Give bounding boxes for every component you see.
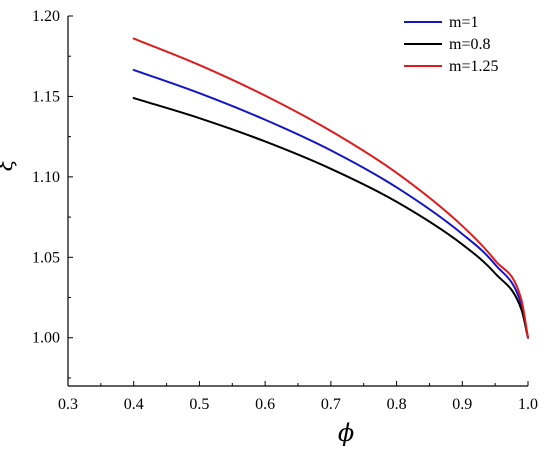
series-line-m-0-8 <box>132 97 529 339</box>
x-axis-label: ϕ <box>338 419 354 447</box>
x-tick-label: 0.3 <box>58 396 78 413</box>
y-tick-label: 1.05 <box>32 249 60 266</box>
y-axis-label: ξ <box>0 157 18 171</box>
legend-label: m=1 <box>449 14 478 31</box>
series-lines <box>132 37 529 339</box>
x-axis-ticks: 0.3 0.4 0.5 0.6 0.7 0.8 0.9 1.0 <box>58 381 538 413</box>
y-tick-label: 1.15 <box>32 88 60 105</box>
series-line-m-1 <box>132 68 529 339</box>
legend: m=1 m=0.8 m=1.25 <box>404 14 498 75</box>
x-tick-label: 0.9 <box>452 396 472 413</box>
x-tick-label: 0.7 <box>321 396 341 413</box>
legend-label: m=1.25 <box>449 58 498 75</box>
x-tick-label: 0.5 <box>189 396 209 413</box>
x-tick-label: 0.8 <box>387 396 407 413</box>
y-tick-label: 1.00 <box>32 330 60 347</box>
legend-label: m=0.8 <box>449 36 490 53</box>
y-tick-label: 1.10 <box>32 169 60 186</box>
x-tick-label: 0.6 <box>255 396 275 413</box>
x-tick-label: 1.0 <box>518 396 538 413</box>
x-tick-label: 0.4 <box>124 396 144 413</box>
series-line-m-1-25 <box>132 37 529 339</box>
y-tick-label: 1.20 <box>32 8 60 25</box>
y-axis-ticks: 1.00 1.05 1.10 1.15 1.20 <box>32 8 73 379</box>
